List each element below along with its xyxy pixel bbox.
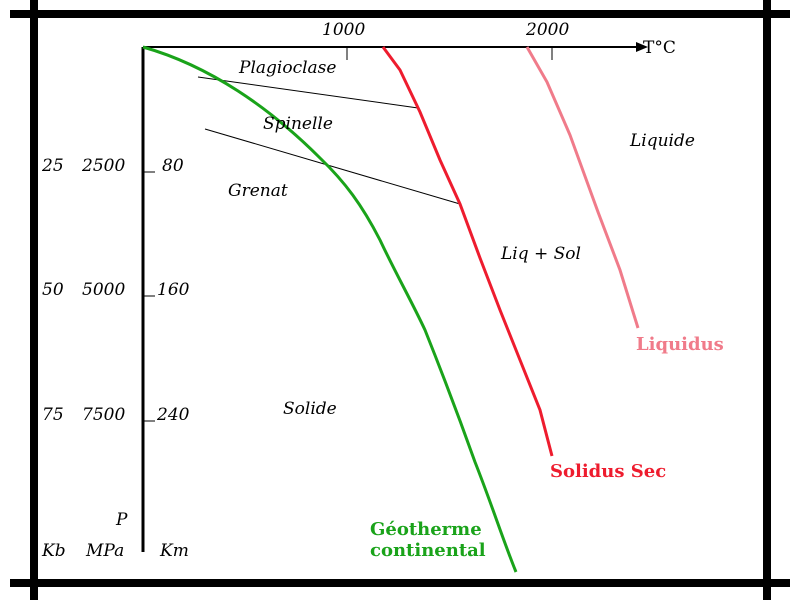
temp-tick-label-1000: 1000 bbox=[322, 20, 365, 40]
plagioclase-spinelle-boundary bbox=[197, 76, 419, 109]
unit-mpa: MPa bbox=[85, 541, 124, 561]
geotherm-label-line1: Géotherme bbox=[370, 519, 482, 540]
geotherm-curve bbox=[142, 45, 518, 573]
pressure-label: P bbox=[115, 510, 128, 530]
field-liquide: Liquide bbox=[629, 131, 695, 151]
frame bbox=[10, 0, 790, 600]
km-80: 80 bbox=[162, 156, 184, 176]
axes bbox=[141, 42, 648, 552]
temp-tick-label-2000: 2000 bbox=[525, 20, 569, 40]
field-spinelle: Spinelle bbox=[263, 114, 333, 134]
field-liq-sol: Liq + Sol bbox=[500, 244, 581, 264]
unit-km: Km bbox=[159, 541, 189, 561]
field-grenat: Grenat bbox=[228, 181, 288, 201]
field-solide: Solide bbox=[283, 399, 337, 419]
liquidus-label: Liquidus bbox=[636, 334, 724, 355]
temperature-axis-arrow bbox=[636, 42, 648, 52]
field-plagioclase: Plagioclase bbox=[238, 58, 336, 78]
temperature-axis-label: T°C bbox=[643, 38, 676, 58]
kb-75: 75 bbox=[42, 405, 64, 425]
mpa-5000: 5000 bbox=[82, 280, 125, 300]
solidus-label: Solidus Sec bbox=[550, 461, 666, 482]
spinelle-grenat-boundary bbox=[204, 128, 461, 205]
mpa-2500: 2500 bbox=[81, 156, 125, 176]
kb-50: 50 bbox=[42, 280, 64, 300]
liquidus-curve bbox=[525, 46, 640, 329]
km-240: 240 bbox=[156, 405, 190, 425]
geotherm-label-line2: continental bbox=[370, 540, 486, 561]
kb-25: 25 bbox=[41, 156, 64, 176]
solidus-curve bbox=[381, 46, 554, 457]
mpa-7500: 7500 bbox=[82, 405, 125, 425]
km-160: 160 bbox=[157, 280, 190, 300]
unit-kb: Kb bbox=[41, 541, 66, 561]
